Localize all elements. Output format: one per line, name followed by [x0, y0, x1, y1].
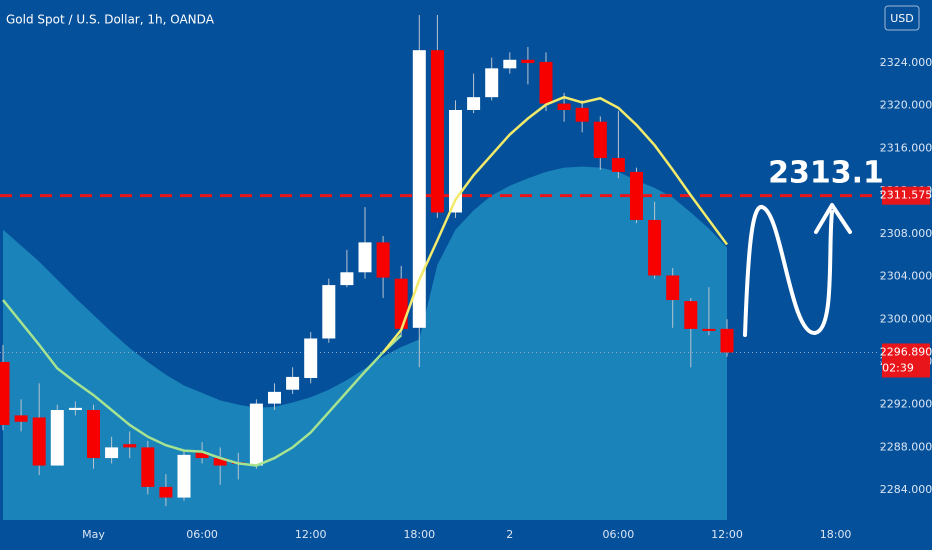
candle-body: [0, 361, 10, 425]
y-tick-label: 2288.000: [880, 440, 932, 453]
x-tick-label: 18:00: [403, 528, 435, 541]
candle-body: [412, 50, 426, 328]
candle-body: [322, 285, 336, 339]
last-price-box: [882, 343, 930, 378]
candle-body: [123, 444, 137, 448]
candle-body: [68, 407, 82, 411]
candle-body: [304, 338, 318, 378]
x-tick-label: 12:00: [295, 528, 327, 541]
candle-body: [684, 301, 698, 329]
candle-body: [14, 415, 28, 422]
y-tick-label: 2308.000: [880, 227, 932, 240]
candle-body: [575, 107, 589, 122]
moving-average-line: [382, 95, 729, 354]
y-tick-label: 2324.000: [880, 56, 932, 69]
candle-body: [648, 219, 662, 276]
candle-body: [376, 242, 390, 278]
projection-arrow: [743, 205, 834, 337]
candle-body: [105, 447, 119, 459]
currency-label[interactable]: USD: [890, 12, 914, 25]
candle-body: [32, 417, 46, 466]
x-tick-label: 12:00: [711, 528, 743, 541]
candle-body: [195, 452, 209, 459]
candle-body: [593, 121, 607, 159]
y-tick-label: 2292.000: [880, 398, 932, 411]
x-tick-label: 06:00: [186, 528, 218, 541]
last-price-label: 2296.890: [880, 345, 932, 358]
moving-average-line: [2, 299, 403, 467]
x-tick-label: 2: [506, 528, 513, 541]
y-tick-label: 2300.000: [880, 312, 932, 325]
level-price-label: 2311.575: [880, 189, 932, 202]
level-price-box: [882, 186, 930, 205]
candle-body: [521, 59, 535, 63]
candle-body: [358, 242, 372, 273]
y-tick-label: 2284.000: [880, 483, 932, 496]
candle-body: [141, 447, 155, 487]
candle-body: [449, 109, 462, 213]
candle-body: [50, 410, 64, 466]
x-tick-label: 18:00: [820, 528, 852, 541]
projection-arrowhead: [814, 203, 852, 234]
candle-body: [720, 328, 734, 353]
countdown-label: 02:39: [882, 361, 914, 374]
candle-body: [159, 486, 173, 498]
candle-body: [177, 454, 191, 498]
candle-body: [702, 328, 716, 332]
candle-body: [268, 391, 281, 404]
candle-body: [286, 376, 300, 390]
moving-average-area: [3, 166, 727, 520]
candle-body: [467, 97, 481, 110]
target-annotation: 2313.1: [768, 156, 884, 191]
plot-area: [0, 14, 880, 520]
candle-body: [611, 158, 625, 172]
chart-title: Gold Spot / U.S. Dollar, 1h, OANDA: [6, 13, 215, 27]
candle-body: [430, 50, 444, 213]
candle-body: [666, 275, 680, 301]
x-tick-label: 06:00: [603, 528, 635, 541]
y-tick-label: 2304.000: [880, 270, 932, 283]
candle-body: [340, 272, 354, 286]
candle-body: [539, 61, 553, 104]
candle-body: [557, 103, 571, 110]
candle-body: [213, 458, 227, 466]
y-tick-label: 2316.000: [880, 141, 932, 154]
candle-body: [503, 59, 517, 69]
candle-body: [394, 278, 408, 329]
currency-box[interactable]: [884, 5, 920, 31]
candle-body: [249, 403, 263, 466]
y-tick-label: 2320.000: [880, 99, 932, 112]
candle-body: [630, 171, 643, 220]
candle-body: [87, 410, 100, 459]
x-tick-label: May: [82, 528, 105, 541]
candle-body: [485, 68, 499, 98]
